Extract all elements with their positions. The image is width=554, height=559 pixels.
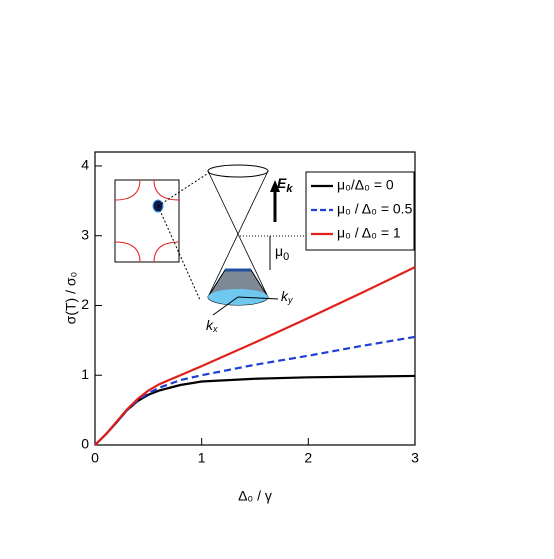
- y-tick-label: 3: [81, 226, 89, 242]
- x-tick-label: 2: [304, 450, 312, 466]
- series-line: [94, 335, 416, 446]
- x-tick-label: 1: [198, 450, 206, 466]
- ky-axis: [237, 296, 279, 300]
- x-axis-label: Δ₀ / γ: [238, 488, 272, 504]
- cone-edge: [207, 170, 269, 298]
- annotation-text: μ: [275, 243, 283, 259]
- y-tick-label: 4: [81, 157, 89, 173]
- annotation: Ek: [277, 175, 293, 195]
- annotation-text: k: [281, 288, 289, 304]
- annotation-sub: x: [212, 324, 218, 334]
- fermi-arcs: [114, 179, 180, 263]
- annotation-sub: y: [287, 295, 293, 305]
- y-tick-label: 0: [81, 436, 89, 452]
- legend-label: μ₀/Δ₀ = 0: [337, 177, 394, 193]
- y-tick-label: 1: [81, 366, 89, 382]
- annotation-text: k: [206, 317, 214, 333]
- annotation-text: E: [277, 175, 287, 191]
- x-tick-label: 3: [411, 450, 419, 466]
- arrowhead: [270, 180, 280, 192]
- zoom-line: [157, 205, 201, 301]
- plot-frame: [94, 151, 416, 446]
- y-axis-label: σ(T) / σ₀: [63, 271, 79, 324]
- annotation: μ0: [275, 243, 289, 263]
- annotation: kx: [206, 317, 218, 335]
- legend-label: μ₀ / Δ₀ = 0.5: [337, 201, 413, 217]
- cone-top: [207, 164, 269, 178]
- annotation: ky: [281, 288, 293, 306]
- legend-label: μ₀ / Δ₀ = 1: [337, 225, 401, 241]
- annotation-sub: k: [286, 183, 293, 195]
- inset-box: [114, 179, 180, 263]
- x-tick-label: 0: [91, 450, 99, 466]
- series-line: [94, 266, 416, 446]
- kx-axis: [212, 296, 239, 316]
- inset: Ek μ0 ky kx: [114, 164, 310, 335]
- series-line: [94, 374, 416, 446]
- y-tick-label: 2: [81, 296, 89, 312]
- annotation-sub: 0: [283, 251, 289, 263]
